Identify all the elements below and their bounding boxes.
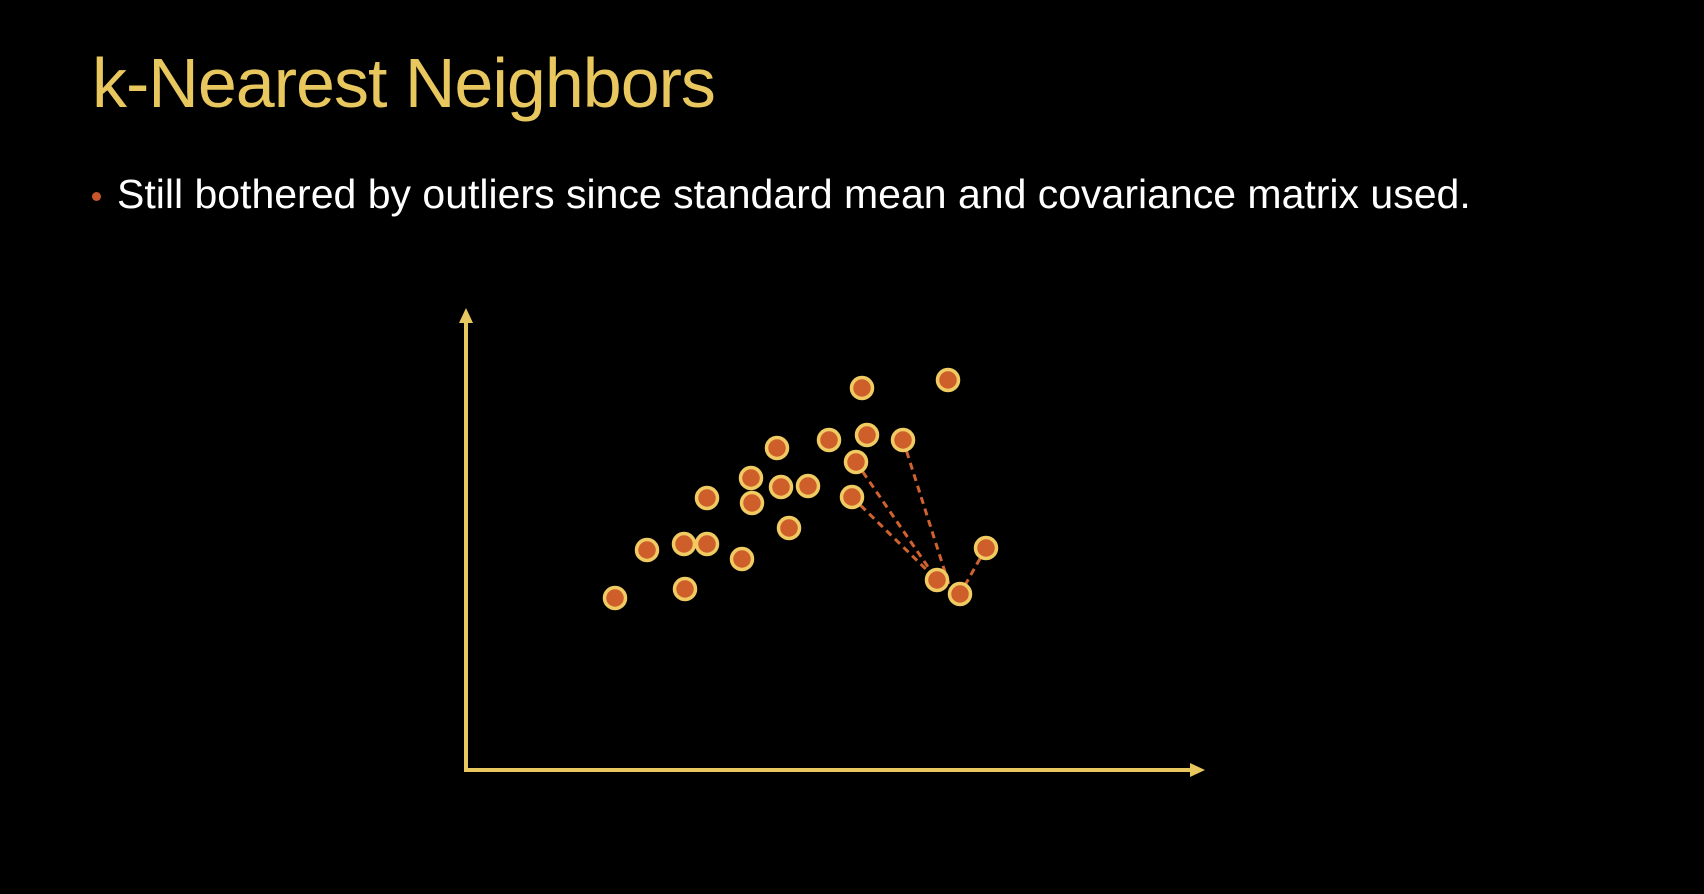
data-point [671, 531, 697, 557]
data-point [694, 485, 720, 511]
bullet-dot-icon [92, 191, 101, 201]
data-point [854, 422, 880, 448]
neighbor-link [901, 439, 954, 595]
neighbor-link [850, 495, 939, 582]
data-point [602, 585, 628, 611]
data-point [776, 515, 802, 541]
data-point [839, 484, 865, 510]
data-point [795, 473, 821, 499]
data-point [849, 375, 875, 401]
neighbor-links [850, 439, 988, 595]
data-point [924, 567, 950, 593]
data-point [739, 490, 765, 516]
x-axis-arrow-icon [1190, 763, 1205, 777]
data-point [947, 581, 973, 607]
data-point [816, 427, 842, 453]
data-point [634, 537, 660, 563]
data-point [672, 576, 698, 602]
bullet-item: Still bothered by outliers since standar… [92, 164, 1471, 224]
data-point [738, 465, 764, 491]
data-point [729, 546, 755, 572]
data-point [973, 535, 999, 561]
data-points [602, 367, 999, 611]
data-point [890, 427, 916, 453]
y-axis-arrow-icon [459, 308, 473, 323]
data-point [768, 474, 794, 500]
data-point [694, 531, 720, 557]
data-point [843, 449, 869, 475]
neighbor-link [958, 547, 988, 595]
bullet-text: Still bothered by outliers since standar… [117, 171, 1471, 217]
slide-title: k-Nearest Neighbors [92, 44, 716, 122]
data-point [935, 367, 961, 393]
neighbor-link [854, 461, 939, 581]
data-point [764, 435, 790, 461]
axes [459, 308, 1205, 777]
